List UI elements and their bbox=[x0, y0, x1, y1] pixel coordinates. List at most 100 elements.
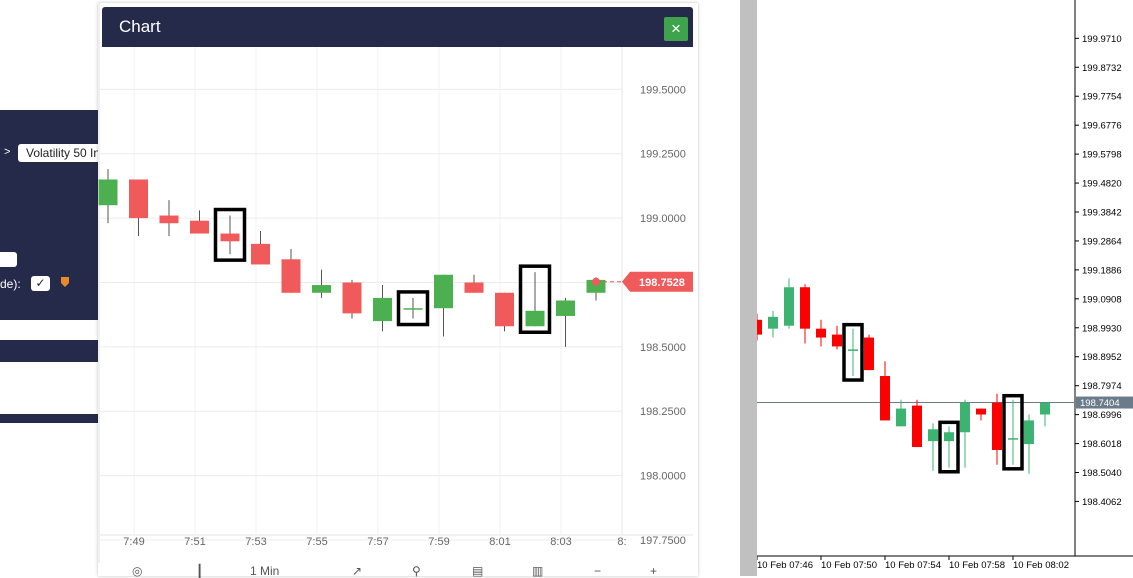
candle-body bbox=[434, 274, 453, 309]
settings-bar-bottom bbox=[0, 414, 100, 423]
y-tick-label: 198.7974 bbox=[1082, 381, 1122, 392]
x-tick-label: 8: bbox=[617, 536, 626, 548]
mode-checkbox[interactable]: ✓ bbox=[31, 276, 50, 291]
x-tick-label: 8:03 bbox=[550, 536, 571, 548]
y-tick-label: 199.5798 bbox=[1082, 150, 1122, 161]
candle-body bbox=[281, 259, 301, 293]
x-tick-label: 10 Feb 07:46 bbox=[757, 560, 813, 571]
current-price-badge bbox=[622, 271, 693, 292]
candle-body bbox=[586, 279, 606, 293]
y-tick-label: 199.6776 bbox=[1082, 121, 1122, 132]
candle-body bbox=[800, 287, 810, 329]
highlight-box bbox=[938, 420, 960, 474]
candle-body bbox=[896, 408, 906, 427]
expand-arrow-icon: > bbox=[4, 146, 11, 158]
candle-body bbox=[912, 405, 922, 448]
candle-body bbox=[816, 328, 826, 338]
crosshair-icon[interactable]: ◎ bbox=[132, 564, 143, 578]
candle-body bbox=[928, 429, 938, 442]
y-tick-label: 199.3842 bbox=[1082, 208, 1122, 219]
candle-type-icon[interactable]: ┃ bbox=[196, 564, 204, 578]
y-tick-label: 198.4062 bbox=[1082, 497, 1122, 508]
highlight-box bbox=[1002, 393, 1024, 471]
candle-body bbox=[1024, 420, 1034, 445]
candle-body bbox=[403, 308, 423, 310]
candle-body bbox=[495, 292, 514, 327]
candle-body bbox=[848, 349, 858, 351]
y-tick-label: 198.5000 bbox=[640, 342, 686, 354]
current-price-label: 198.7528 bbox=[639, 277, 685, 289]
chart-dialog: 199.5000199.2500199.0000198.7500198.5000… bbox=[98, 3, 698, 578]
current-price-label: 198.7404 bbox=[1080, 398, 1120, 409]
highlight-box bbox=[396, 290, 430, 327]
candle-body bbox=[251, 243, 270, 265]
candle-body bbox=[342, 282, 362, 314]
x-tick-label: 7:53 bbox=[245, 536, 266, 548]
highlight-box bbox=[518, 264, 552, 334]
candle-body bbox=[98, 179, 118, 206]
chart-toolbar: ◎ ┃ 1 Min ↗ ⚲ ▤ ▥ − + bbox=[98, 564, 698, 578]
candle-body bbox=[960, 402, 970, 433]
candle-body bbox=[768, 316, 778, 329]
candle-body bbox=[190, 220, 209, 234]
current-price-badge bbox=[1076, 396, 1133, 409]
y-tick-label: 199.0000 bbox=[640, 213, 686, 225]
x-tick-label: 8:01 bbox=[489, 536, 510, 548]
y-tick-label: 198.6018 bbox=[1082, 439, 1122, 450]
candle-body bbox=[159, 215, 179, 224]
deriv-candlestick-chart[interactable]: 199.5000199.2500199.0000198.7500198.5000… bbox=[98, 3, 698, 563]
candle-body bbox=[784, 287, 794, 326]
settings-input-field[interactable] bbox=[0, 252, 17, 267]
candle-body bbox=[1040, 402, 1050, 415]
drawing-icon[interactable]: ↗ bbox=[352, 564, 363, 578]
background-app: > Volatility 50 Index de): ✓ bbox=[0, 0, 108, 576]
x-tick-label: 10 Feb 07:50 bbox=[821, 560, 877, 571]
settings-bar bbox=[0, 340, 100, 362]
y-tick-label: 197.7500 bbox=[640, 535, 686, 547]
y-tick-label: 198.9930 bbox=[1082, 323, 1122, 334]
candle-body bbox=[464, 282, 484, 293]
highlight-box bbox=[213, 207, 247, 262]
interval-button[interactable]: 1 Min bbox=[250, 564, 280, 578]
chart-type-icon[interactable]: ▤ bbox=[472, 564, 484, 578]
dialog-title: Chart bbox=[119, 17, 161, 36]
indicator-icon[interactable]: ⚲ bbox=[412, 564, 421, 578]
candle-body bbox=[220, 233, 240, 242]
x-tick-label: 10 Feb 07:58 bbox=[949, 560, 1005, 571]
window-divider bbox=[740, 0, 757, 576]
x-tick-label: 7:57 bbox=[367, 536, 388, 548]
y-tick-label: 199.9710 bbox=[1082, 34, 1122, 45]
candle-body bbox=[880, 376, 890, 421]
y-tick-label: 198.5040 bbox=[1082, 468, 1122, 479]
x-tick-label: 10 Feb 08:02 bbox=[1013, 560, 1069, 571]
x-tick-label: 7:51 bbox=[184, 536, 205, 548]
x-tick-label: 7:59 bbox=[428, 536, 449, 548]
y-tick-label: 199.2864 bbox=[1082, 236, 1122, 247]
x-tick-label: 10 Feb 07:54 bbox=[885, 560, 941, 571]
close-button[interactable]: × bbox=[664, 17, 688, 41]
y-tick-label: 199.1886 bbox=[1082, 265, 1122, 276]
metatrader-chart: 199.9710 199.8732 199.7754 199.6776 199.5798… bbox=[757, 0, 1133, 576]
candle-body bbox=[992, 402, 1002, 451]
symbol-select[interactable]: Volatility 50 Index bbox=[18, 144, 108, 162]
candle-body bbox=[129, 179, 148, 219]
zoom-in-icon[interactable]: + bbox=[650, 564, 658, 578]
zoom-out-icon[interactable]: − bbox=[594, 564, 602, 578]
x-tick-label: 7:55 bbox=[306, 536, 327, 548]
highlight-box bbox=[842, 322, 864, 382]
candle-body bbox=[373, 297, 392, 322]
y-tick-label: 198.6996 bbox=[1082, 410, 1122, 421]
y-tick-label: 199.4820 bbox=[1082, 179, 1122, 190]
y-tick-label: 198.2500 bbox=[640, 406, 686, 418]
metatrader-candlestick-chart[interactable]: 199.9710 199.8732 199.7754 199.6776 199.5798… bbox=[757, 0, 1133, 576]
candle-body bbox=[757, 319, 762, 335]
candle-body bbox=[832, 334, 842, 347]
dialog-header: Chart × bbox=[102, 7, 693, 47]
mode-label: de): bbox=[0, 277, 21, 291]
candle-body bbox=[944, 432, 954, 442]
x-tick-label: 7:49 bbox=[123, 536, 144, 548]
candle-body bbox=[1008, 438, 1018, 440]
template-icon[interactable]: ▥ bbox=[532, 564, 544, 578]
candle-body bbox=[312, 285, 331, 293]
candle-body bbox=[976, 408, 986, 415]
